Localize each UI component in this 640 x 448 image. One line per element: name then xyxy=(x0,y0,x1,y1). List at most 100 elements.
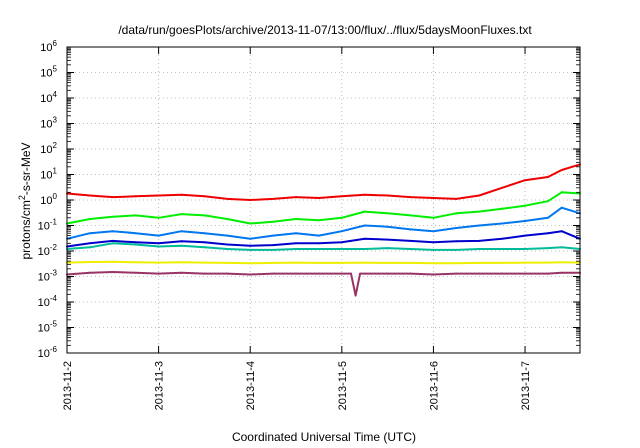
data-point xyxy=(203,272,206,275)
data-point xyxy=(340,195,343,198)
data-point xyxy=(409,261,412,264)
data-point xyxy=(455,212,458,215)
y-tick-label-base: 10 xyxy=(40,68,52,80)
data-point xyxy=(363,224,366,227)
data-point xyxy=(111,215,114,218)
data-point xyxy=(546,216,549,219)
x-tick-label: 2013-11-5 xyxy=(337,361,349,410)
data-point xyxy=(501,222,504,225)
y-tick-label: 105 xyxy=(40,65,57,80)
data-point xyxy=(203,232,206,235)
data-point xyxy=(386,272,389,275)
y-tick-label: 10-2 xyxy=(38,243,58,258)
data-point xyxy=(432,273,435,276)
y-tick-label: 101 xyxy=(40,167,57,182)
data-point xyxy=(317,234,320,237)
data-point xyxy=(501,261,504,264)
data-point xyxy=(226,272,229,275)
y-tick-label-exponent: 6 xyxy=(53,39,58,48)
data-point xyxy=(560,271,563,274)
data-point xyxy=(340,241,343,244)
y-tick-label-exponent: 5 xyxy=(53,65,58,74)
data-point xyxy=(386,212,389,215)
data-point xyxy=(432,197,435,199)
x-tick-label: 2013-11-2 xyxy=(62,361,74,410)
data-point xyxy=(317,261,320,264)
data-point xyxy=(455,227,458,229)
data-point xyxy=(157,194,160,197)
data-point xyxy=(226,243,229,246)
data-point xyxy=(478,261,481,264)
series-line xyxy=(66,230,581,248)
series-6 xyxy=(66,260,581,265)
data-point xyxy=(354,294,357,297)
y-axis-ticks: 10-610-510-410-310-210-11001011021031041… xyxy=(38,39,580,360)
data-point xyxy=(249,222,252,225)
y-tick-label-base: 10 xyxy=(38,246,50,258)
data-point xyxy=(524,204,526,207)
data-point xyxy=(203,195,206,198)
data-point xyxy=(157,216,160,219)
series-line xyxy=(66,242,581,251)
data-point xyxy=(546,272,549,275)
series-1 xyxy=(66,163,581,201)
series-line xyxy=(66,191,581,225)
data-point xyxy=(134,241,137,244)
data-point xyxy=(501,248,504,250)
y-tick-label-exponent: -2 xyxy=(50,243,58,252)
data-point xyxy=(455,240,458,243)
y-tick-label: 104 xyxy=(40,90,57,105)
data-point xyxy=(363,261,366,264)
data-point xyxy=(363,210,366,213)
data-point xyxy=(295,242,297,245)
series-3 xyxy=(66,206,581,240)
y-tick-label-base: 10 xyxy=(40,144,52,156)
data-point xyxy=(134,232,137,235)
series-7 xyxy=(66,271,581,297)
data-point xyxy=(317,248,320,250)
data-point xyxy=(226,248,229,250)
data-point xyxy=(363,272,366,275)
data-point xyxy=(478,194,481,197)
data-point xyxy=(295,218,297,220)
data-point xyxy=(409,196,412,199)
data-point xyxy=(455,197,458,200)
data-point xyxy=(478,224,481,227)
data-point xyxy=(501,237,504,240)
y-tick-label-exponent: 2 xyxy=(53,141,58,150)
data-point xyxy=(203,241,206,244)
data-point xyxy=(363,237,366,240)
series-2 xyxy=(66,191,581,225)
data-point xyxy=(501,186,504,189)
data-point xyxy=(203,214,206,217)
data-series xyxy=(66,163,581,297)
data-point xyxy=(317,272,320,275)
data-point xyxy=(350,272,352,275)
data-point xyxy=(524,179,526,182)
data-point xyxy=(111,196,114,199)
data-point xyxy=(409,214,412,217)
data-point xyxy=(340,248,343,250)
data-point xyxy=(249,248,252,251)
data-point xyxy=(111,239,114,242)
data-point xyxy=(88,271,91,274)
y-tick-label: 10-1 xyxy=(38,218,58,233)
data-point xyxy=(501,207,504,210)
grid-lines xyxy=(67,47,580,353)
data-point xyxy=(180,230,183,233)
data-point xyxy=(455,272,458,275)
data-point xyxy=(386,247,389,250)
data-point xyxy=(432,216,435,219)
data-point xyxy=(409,239,412,242)
data-point xyxy=(88,246,91,249)
data-point xyxy=(226,261,229,264)
series-line xyxy=(66,260,581,265)
data-point xyxy=(226,234,229,237)
data-point xyxy=(111,271,114,273)
data-point xyxy=(455,262,458,265)
y-axis-title-rest: -s-sr-MeV xyxy=(19,142,33,195)
y-tick-label-base: 10 xyxy=(38,221,50,233)
data-point xyxy=(524,248,526,250)
x-axis-title: Coordinated Universal Time (UTC) xyxy=(232,430,416,444)
data-point xyxy=(295,248,297,250)
